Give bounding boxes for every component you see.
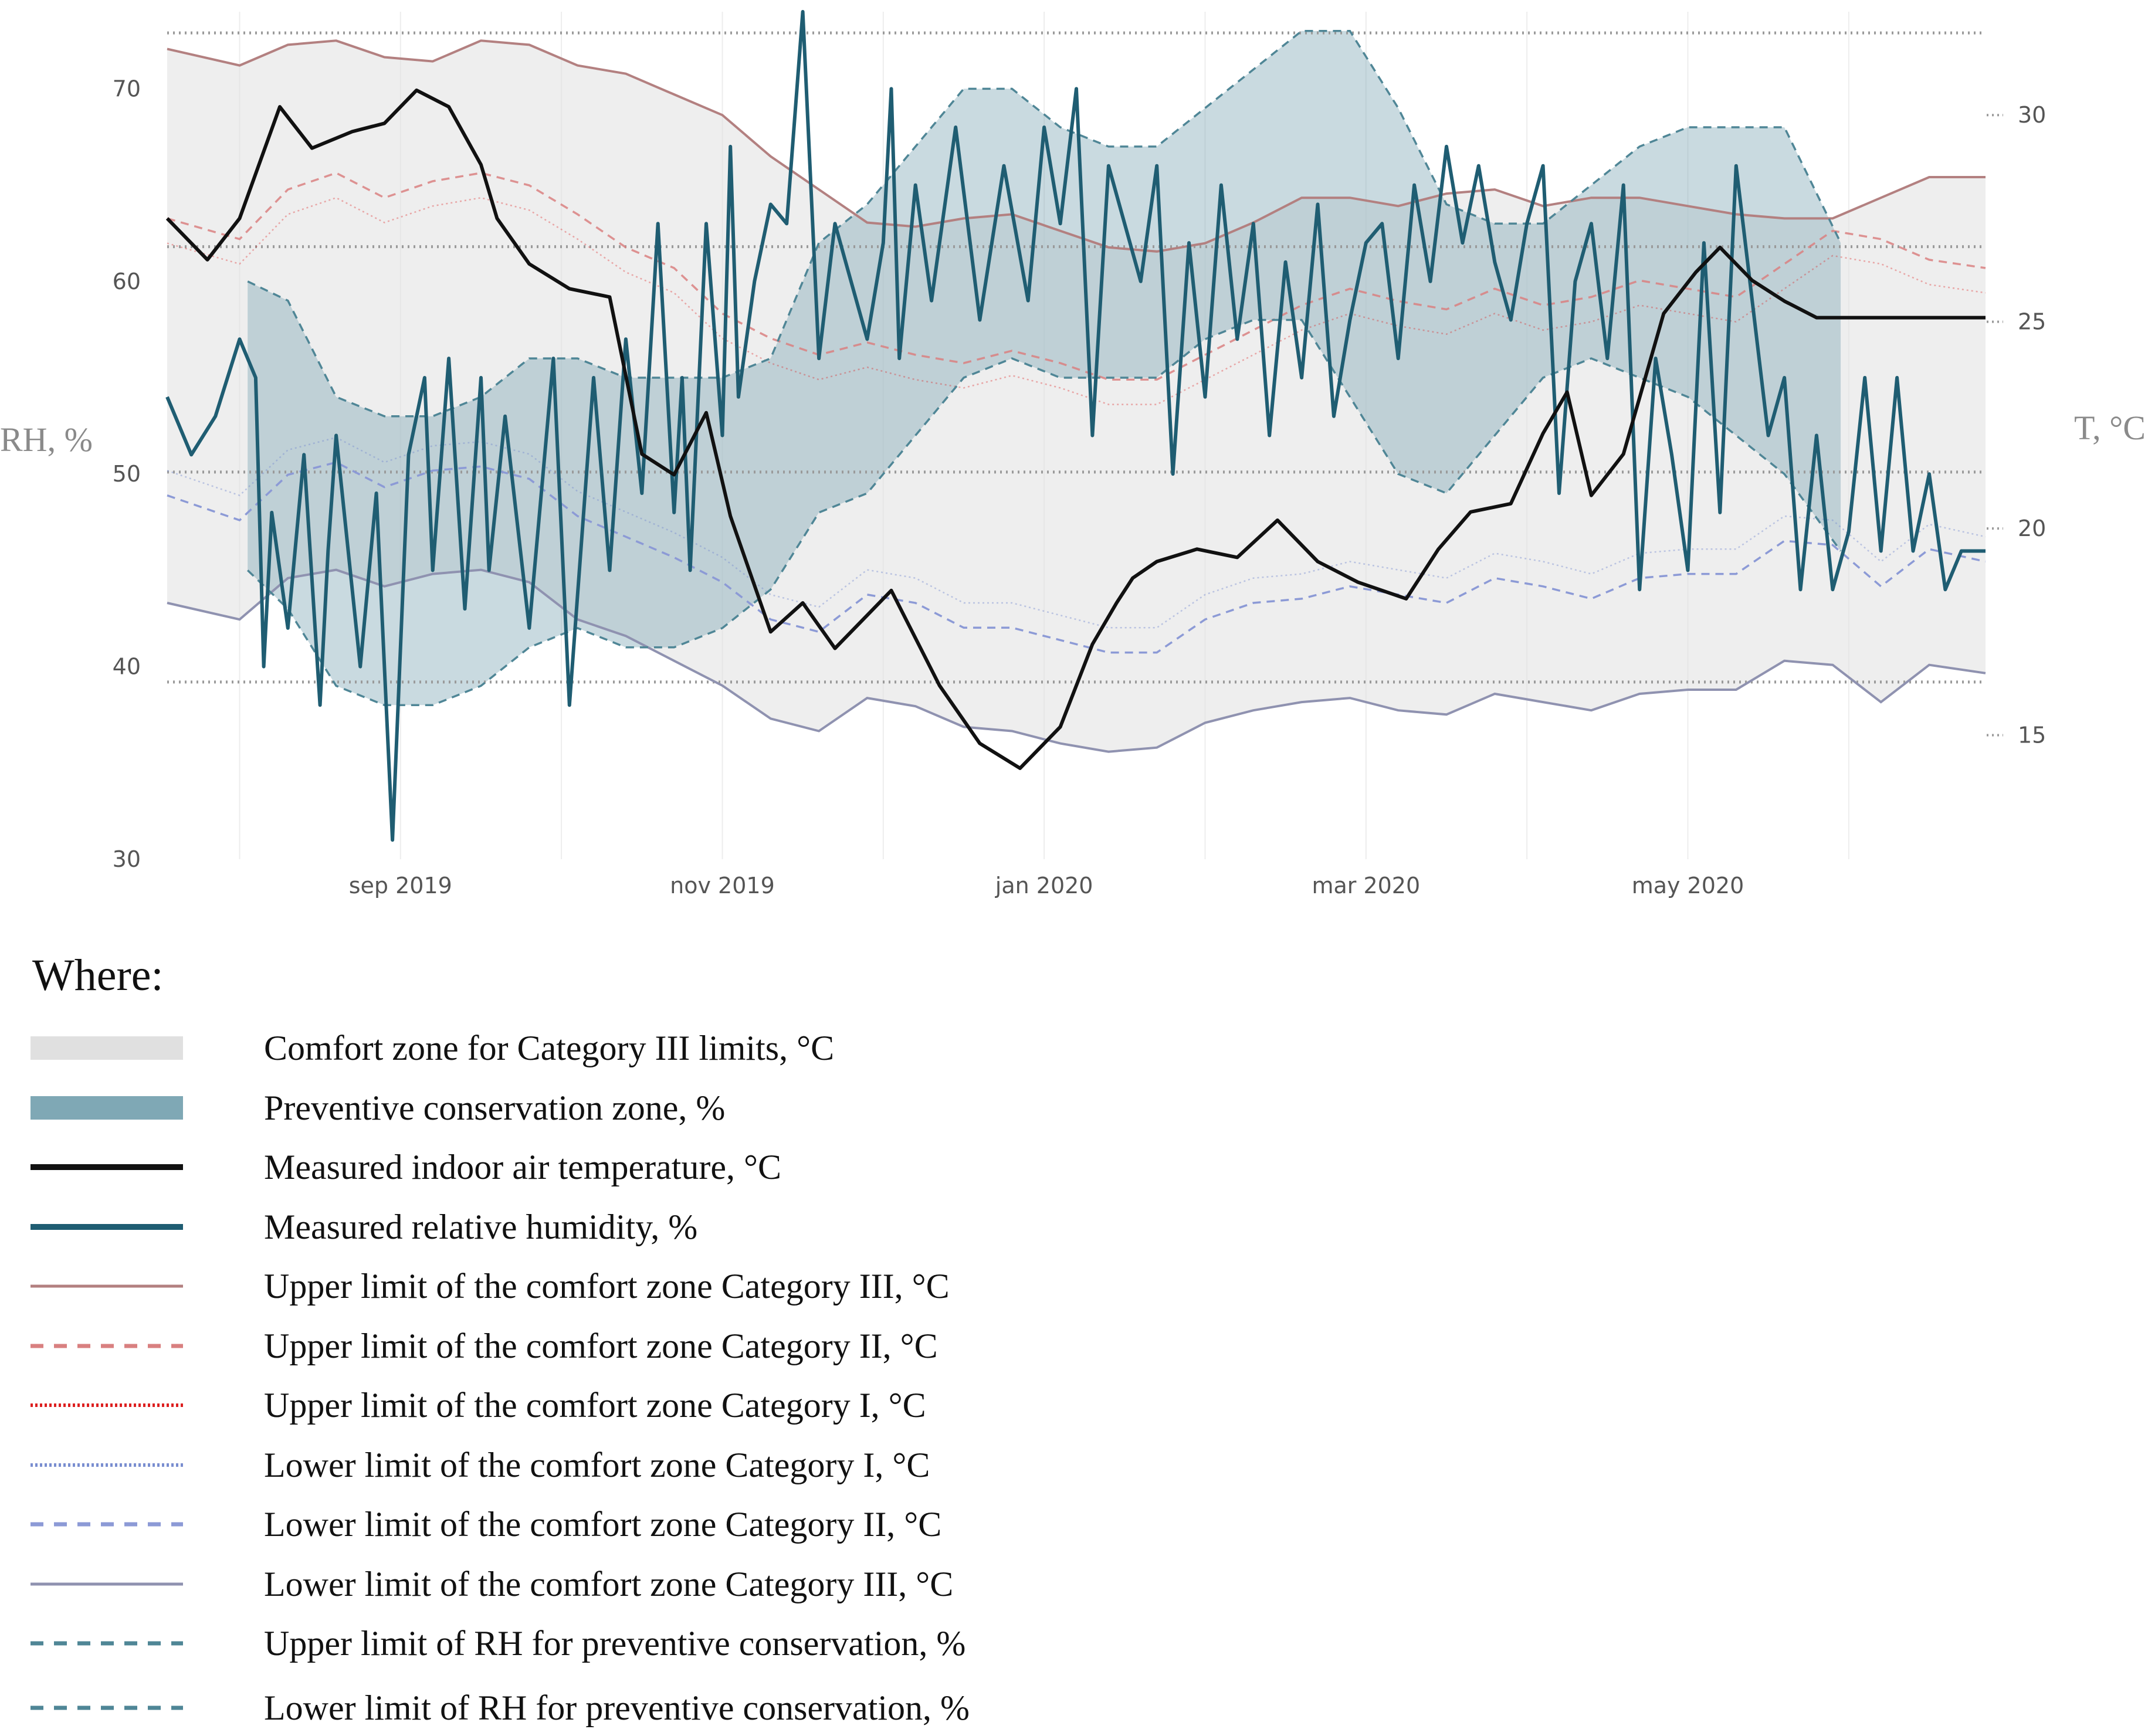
legend-label: Measured indoor air temperature, °C — [264, 1148, 782, 1186]
rh-tick-label: 70 — [113, 76, 141, 101]
temp-tick-label: 30 — [2018, 102, 2046, 128]
rh-tick-label: 60 — [113, 269, 141, 294]
legend-item: Lower limit of the comfort zone Category… — [0, 1440, 1408, 1493]
legend-heading: Where: — [32, 951, 164, 1000]
x-tick-label: jan 2020 — [995, 873, 1093, 898]
legend-item: Lower limit of the comfort zone Category… — [0, 1500, 1408, 1552]
legend-label: Upper limit of the comfort zone Category… — [264, 1386, 926, 1425]
legend-label: Measured relative humidity, % — [264, 1208, 698, 1246]
x-tick-label: may 2020 — [1632, 873, 1744, 898]
rh-tick-label: 50 — [113, 461, 141, 487]
legend-swatch — [31, 1224, 183, 1230]
lower-limit-cat-ii-line — [167, 461, 1986, 654]
legend-label: Comfort zone for Category III limits, °C — [264, 1029, 835, 1067]
legend-label: Upper limit of the comfort zone Category… — [264, 1327, 938, 1365]
legend-swatch — [31, 1036, 183, 1060]
legend-label: Lower limit of the comfort zone Category… — [264, 1446, 930, 1484]
legend-label: Lower limit of the comfort zone Category… — [264, 1505, 942, 1544]
legend-label: Upper limit of RH for preventive conserv… — [264, 1624, 966, 1663]
legend-swatch — [31, 1344, 183, 1348]
x-tick-label: nov 2019 — [670, 873, 775, 898]
x-tick-label: sep 2019 — [349, 873, 452, 898]
relative-humidity-line — [165, 10, 1986, 842]
legend-swatch — [31, 1463, 183, 1467]
temp-tick-label: 20 — [2018, 516, 2046, 541]
legend-label: Upper limit of the comfort zone Category… — [264, 1267, 950, 1306]
legend-swatch — [31, 1522, 183, 1527]
upper-limit-rh-line — [247, 30, 1842, 418]
legend-swatch-mark — [31, 1036, 183, 1060]
temperature-line — [165, 88, 1986, 770]
legend-swatch — [31, 1096, 183, 1120]
comfort-zone-band — [167, 40, 1986, 752]
y-axis-title-rh: RH, % — [0, 421, 93, 459]
chart-figure: 30 40 50 60 70 15 20 25 30 sep 2019 nov 2019 jan 20… — [0, 10, 2146, 898]
legend-label: Preventive conservation zone, % — [264, 1089, 726, 1127]
axes: 30 40 50 60 70 15 20 25 30 sep 2019 nov 2019 jan 20… — [0, 76, 2146, 898]
legend-swatch — [31, 1582, 183, 1586]
legend-label: Lower limit of the comfort zone Category… — [264, 1565, 954, 1603]
legend-item: Upper limit of the comfort zone Category… — [0, 1381, 1408, 1433]
lower-limit-cat-i-line — [167, 436, 1986, 629]
upper-limit-cat-ii-line — [167, 172, 1986, 381]
legend-swatch-mark — [31, 1096, 183, 1120]
legend-swatch — [31, 1403, 183, 1407]
legend-item: Comfort zone for Category III limits, °C — [0, 1023, 1408, 1076]
legend-item: Lower limit of RH for preventive conserv… — [0, 1683, 1408, 1736]
legend-item: Upper limit of the comfort zone Category… — [0, 1321, 1408, 1374]
preventive-zone-band — [248, 30, 1841, 706]
upper-limit-cat-i-line — [167, 196, 1986, 405]
temp-tick-label: 25 — [2018, 309, 2046, 335]
temp-tick-label: 15 — [2018, 723, 2046, 748]
y-axis-title-temp: T, °C — [2074, 409, 2146, 447]
legend-item: Measured relative humidity, % — [0, 1202, 1408, 1255]
legend-label: Lower limit of RH for preventive conserv… — [264, 1688, 970, 1727]
x-tick-label: mar 2020 — [1312, 873, 1420, 898]
legend-swatch — [31, 1641, 183, 1646]
legend-item: Upper limit of the comfort zone Category… — [0, 1262, 1408, 1314]
legend-item: Preventive conservation zone, % — [0, 1083, 1408, 1136]
legend-item: Lower limit of the comfort zone Category… — [0, 1559, 1408, 1612]
legend-item: Upper limit of RH for preventive conserv… — [0, 1619, 1408, 1671]
rh-tick-label: 30 — [113, 846, 141, 872]
legend-swatch — [31, 1706, 183, 1710]
rh-tick-label: 40 — [113, 654, 141, 680]
legend-swatch — [31, 1284, 183, 1288]
plot-area — [165, 10, 1986, 859]
legend-swatch — [31, 1164, 183, 1170]
legend-item: Measured indoor air temperature, °C — [0, 1142, 1408, 1195]
